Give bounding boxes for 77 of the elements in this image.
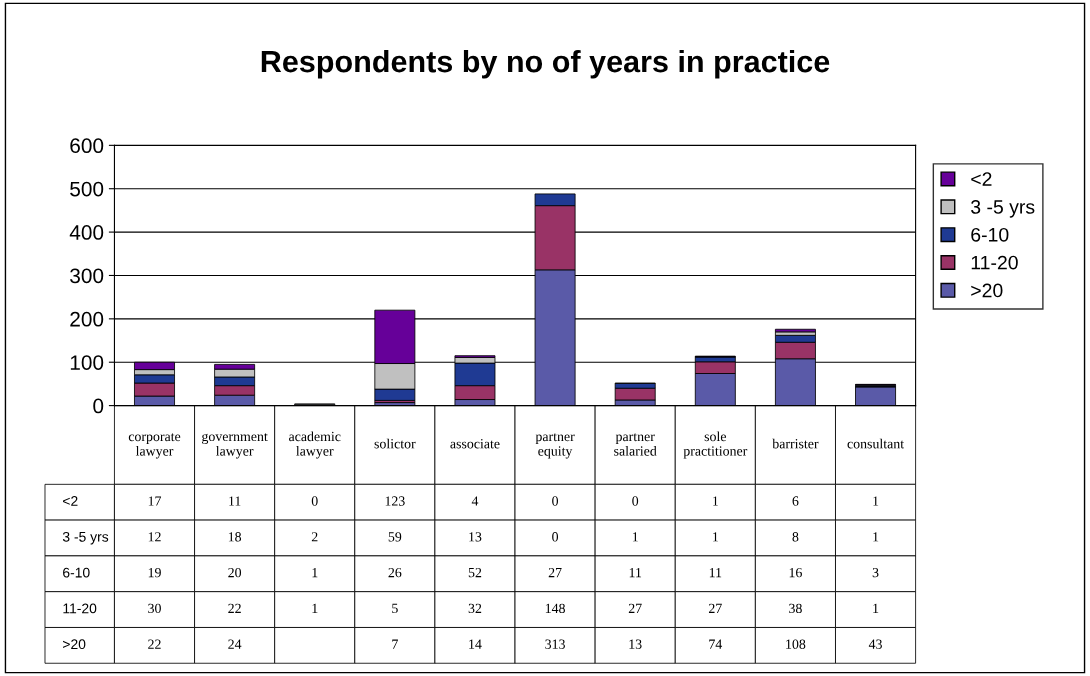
data-label: 1 [713,496,718,506]
y-tick-label: 600 [70,138,104,154]
data-label: 27 [548,567,562,578]
x-tick-label: partner salaried [614,433,657,456]
data-label: 0 [311,496,318,506]
x-tick-label: consultant [847,438,905,449]
data-label: 1 [873,496,879,506]
y-tick-label: 400 [69,225,104,240]
data-label: 148 [545,603,565,614]
data-label: 26 [388,567,402,578]
data-label: 20 [228,567,242,578]
data-label: 74 [709,639,723,649]
legend-label: 3 -5 yrs [971,200,1035,218]
data-label: 1 [873,532,879,542]
x-tick-label: academic lawyer [289,431,341,459]
text: <2 [63,496,78,506]
legend-label: <2 [971,172,992,186]
data-label: 1 [312,603,318,613]
data-label: 12 [148,532,161,542]
data-label: 313 [545,639,565,649]
data-label: 17 [148,496,162,506]
data-label: 16 [789,567,802,578]
data-label: 7 [392,639,398,649]
data-label: 52 [468,567,482,578]
legend-label: 11-20 [971,255,1018,270]
data-label: 8 [792,532,799,542]
data-label: 18 [228,532,242,542]
x-tick-label: partner equity [535,433,575,459]
y-tick-label: 0 [93,398,104,414]
data-label: 0 [552,532,559,542]
data-label: 1 [873,603,879,613]
data-label: 27 [628,603,642,613]
x-tick-label: corporate lawyer [128,433,181,459]
data-label: 11 [629,567,642,578]
y-tick-label: 500 [70,181,104,197]
data-label: 30 [148,603,161,614]
x-tick-label: government lawyer [202,433,268,459]
data-label: 59 [388,532,402,542]
data-label: 5 [392,603,398,614]
text: 6-10 [63,567,90,578]
data-label: 1 [713,532,718,542]
data-label: 43 [868,639,882,649]
text: >20 [63,639,86,650]
y-tick-label: 100 [70,355,104,370]
data-label: 3 [872,567,879,578]
legend-label: >20 [971,283,1003,298]
text: 11-20 [63,603,97,614]
data-label: 19 [148,567,161,578]
data-label: 13 [629,639,642,649]
y-tick-label: 300 [70,268,104,284]
data-label: 38 [789,603,802,614]
data-label: 24 [228,639,242,649]
data-label: 1 [312,567,318,578]
data-label: 1 [632,532,638,542]
x-tick-label: solictor [374,438,416,449]
data-label: 0 [632,496,639,506]
data-label: 14 [469,639,482,649]
data-label: 123 [385,496,405,506]
legend-label: 6-10 [971,227,1009,242]
data-label: 27 [708,603,722,613]
x-tick-label: associate [450,439,500,449]
y-tick-label: 200 [70,311,104,327]
data-label: 6 [792,496,799,506]
data-label: 22 [148,639,161,649]
data-label: 0 [552,496,559,506]
data-label: 108 [786,639,806,649]
data-label: 22 [228,603,241,613]
x-tick-label: sole practitioner [683,431,748,459]
data-label: 2 [311,532,318,542]
data-label: 4 [471,496,479,506]
chart-title: Respondents by no of years in practice [261,49,830,79]
x-tick-label: barrister [772,438,819,449]
text: 3 -5 yrs [62,531,109,545]
data-label: 32 [468,603,482,614]
data-label: 11 [229,496,241,506]
data-label: 13 [469,532,482,542]
data-label: 11 [709,567,722,578]
